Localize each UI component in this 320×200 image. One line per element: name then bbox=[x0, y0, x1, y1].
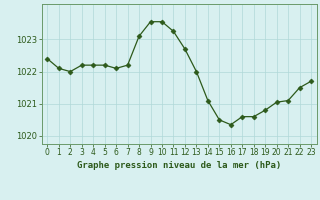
X-axis label: Graphe pression niveau de la mer (hPa): Graphe pression niveau de la mer (hPa) bbox=[77, 161, 281, 170]
